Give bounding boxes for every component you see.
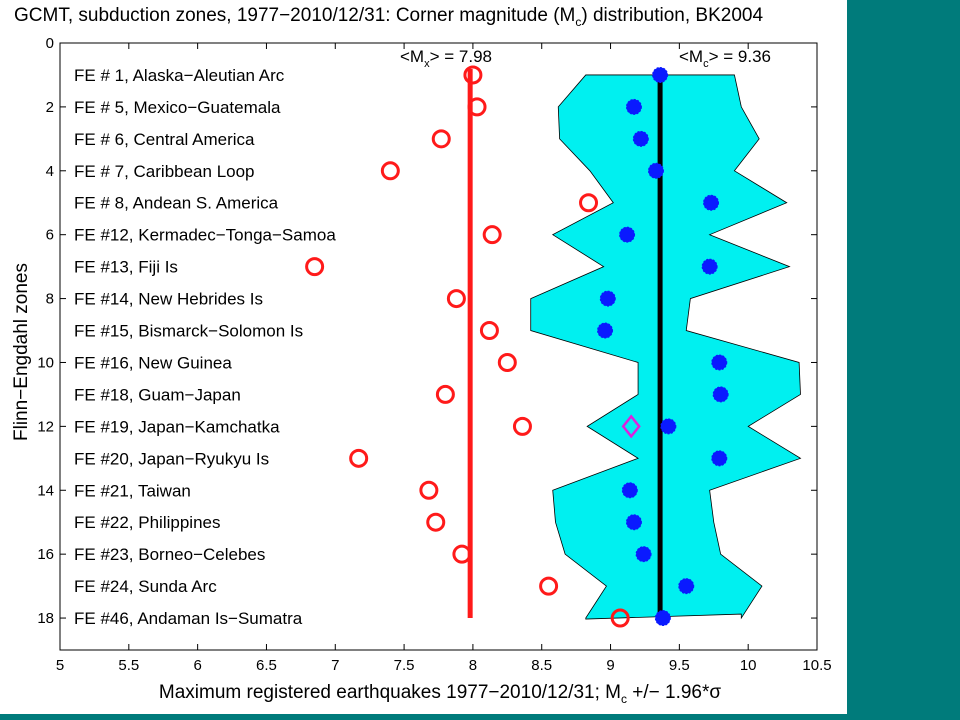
mc-point bbox=[703, 194, 720, 211]
y-axis-label: Flinn−Engdahl zones bbox=[11, 263, 32, 441]
confidence-band bbox=[530, 74, 802, 620]
x-tick-label: 8 bbox=[469, 657, 477, 674]
zone-label: FE #46, Andaman Is−Sumatra bbox=[74, 609, 303, 628]
x-axis-label: Maximum registered earthquakes 1977−2010… bbox=[159, 682, 721, 706]
mx-point bbox=[380, 161, 400, 181]
x-tick-label: 9.5 bbox=[669, 657, 690, 674]
x-tick-label: 8.5 bbox=[531, 657, 552, 674]
zone-label: FE #20, Japan−Ryukyu Is bbox=[74, 449, 269, 468]
zone-label: FE #18, Guam−Japan bbox=[74, 385, 241, 404]
y-tick-label: 0 bbox=[46, 35, 54, 52]
mc-point bbox=[701, 258, 718, 275]
zone-label: FE # 7, Caribbean Loop bbox=[74, 162, 255, 181]
mx-point bbox=[482, 225, 502, 245]
mx-point bbox=[512, 416, 532, 436]
mc-mean-label: <Mc> = 9.36 bbox=[679, 47, 771, 70]
mc-point bbox=[632, 130, 649, 147]
mx-point bbox=[479, 321, 499, 341]
zone-label: FE #24, Sunda Arc bbox=[74, 577, 217, 596]
mc-point bbox=[711, 354, 728, 371]
y-tick-label: 14 bbox=[37, 482, 54, 499]
mx-point bbox=[539, 576, 559, 596]
slide-bottom-bar bbox=[0, 714, 960, 720]
zone-label: FE #22, Philippines bbox=[74, 513, 220, 532]
mc-point bbox=[711, 450, 728, 467]
axes-frame bbox=[59, 42, 818, 651]
mc-point bbox=[621, 482, 638, 499]
x-tick-label: 6 bbox=[193, 657, 201, 674]
zone-label: FE #16, New Guinea bbox=[74, 353, 232, 372]
zone-label: FE #13, Fiji Is bbox=[74, 258, 178, 277]
zone-label: FE #14, New Hebrides Is bbox=[74, 290, 263, 309]
x-tick-label: 10.5 bbox=[802, 657, 831, 674]
zone-label: FE #15, Bismarck−Solomon Is bbox=[74, 322, 303, 341]
mx-point bbox=[349, 448, 369, 468]
mx-point bbox=[426, 512, 446, 532]
x-tick-label: 5 bbox=[56, 657, 64, 674]
mc-point bbox=[678, 578, 695, 595]
mx-mean-label: <Mx> = 7.98 bbox=[400, 47, 492, 70]
mc-point bbox=[597, 322, 614, 339]
y-tick-label: 12 bbox=[37, 418, 54, 435]
mx-point bbox=[452, 544, 472, 564]
x-tick-label: 10 bbox=[740, 657, 757, 674]
x-tick-label: 5.5 bbox=[118, 657, 139, 674]
y-tick-label: 18 bbox=[37, 610, 54, 627]
plot-area: FE # 1, Alaska−Aleutian Arc FE # 5, Mexic… bbox=[37, 35, 831, 674]
mc-point bbox=[660, 418, 677, 435]
zone-label: FE #21, Taiwan bbox=[74, 481, 191, 500]
x-tick-label: 6.5 bbox=[256, 657, 277, 674]
diamond-marker bbox=[621, 414, 641, 439]
x-tick-label: 7 bbox=[331, 657, 339, 674]
chart-title: GCMT, subduction zones, 1977−2010/12/31:… bbox=[14, 5, 763, 29]
zone-label: FE # 6, Central America bbox=[74, 130, 255, 149]
x-tick-label: 7.5 bbox=[394, 657, 415, 674]
slide-side-bar bbox=[847, 0, 960, 720]
y-tick-label: 6 bbox=[46, 227, 54, 244]
mx-point bbox=[431, 129, 451, 149]
y-tick-label: 10 bbox=[37, 354, 54, 371]
mx-point bbox=[467, 97, 487, 117]
zone-label: FE #23, Borneo−Celebes bbox=[74, 545, 265, 564]
mx-point bbox=[419, 480, 439, 500]
mc-point bbox=[625, 514, 642, 531]
y-tick-label: 8 bbox=[46, 291, 54, 308]
mc-point bbox=[635, 546, 652, 563]
mc-point bbox=[647, 162, 664, 179]
mc-point bbox=[652, 66, 669, 83]
mx-point bbox=[305, 257, 325, 277]
zone-label: FE # 1, Alaska−Aleutian Arc bbox=[74, 66, 285, 85]
mc-point bbox=[625, 98, 642, 115]
corner-magnitude-chart: GCMT, subduction zones, 1977−2010/12/31:… bbox=[11, 5, 832, 706]
zone-label: FE # 8, Andean S. America bbox=[74, 194, 279, 213]
zone-label: FE # 5, Mexico−Guatemala bbox=[74, 98, 281, 117]
mx-point bbox=[446, 289, 466, 309]
mx-point bbox=[579, 193, 599, 213]
mx-point bbox=[435, 384, 455, 404]
y-tick-label: 4 bbox=[46, 163, 54, 180]
y-tick-label: 16 bbox=[37, 546, 54, 563]
mx-point bbox=[463, 65, 483, 85]
mx-point bbox=[497, 352, 517, 372]
x-tick-label: 9 bbox=[606, 657, 614, 674]
zone-label: FE #12, Kermadec−Tonga−Samoa bbox=[74, 226, 336, 245]
mc-point bbox=[619, 226, 636, 243]
mc-point bbox=[712, 386, 729, 403]
mc-point bbox=[654, 610, 671, 627]
zone-label: FE #19, Japan−Kamchatka bbox=[74, 417, 280, 436]
mx-point bbox=[610, 608, 630, 628]
y-tick-label: 2 bbox=[46, 99, 54, 116]
mc-point bbox=[599, 290, 616, 307]
